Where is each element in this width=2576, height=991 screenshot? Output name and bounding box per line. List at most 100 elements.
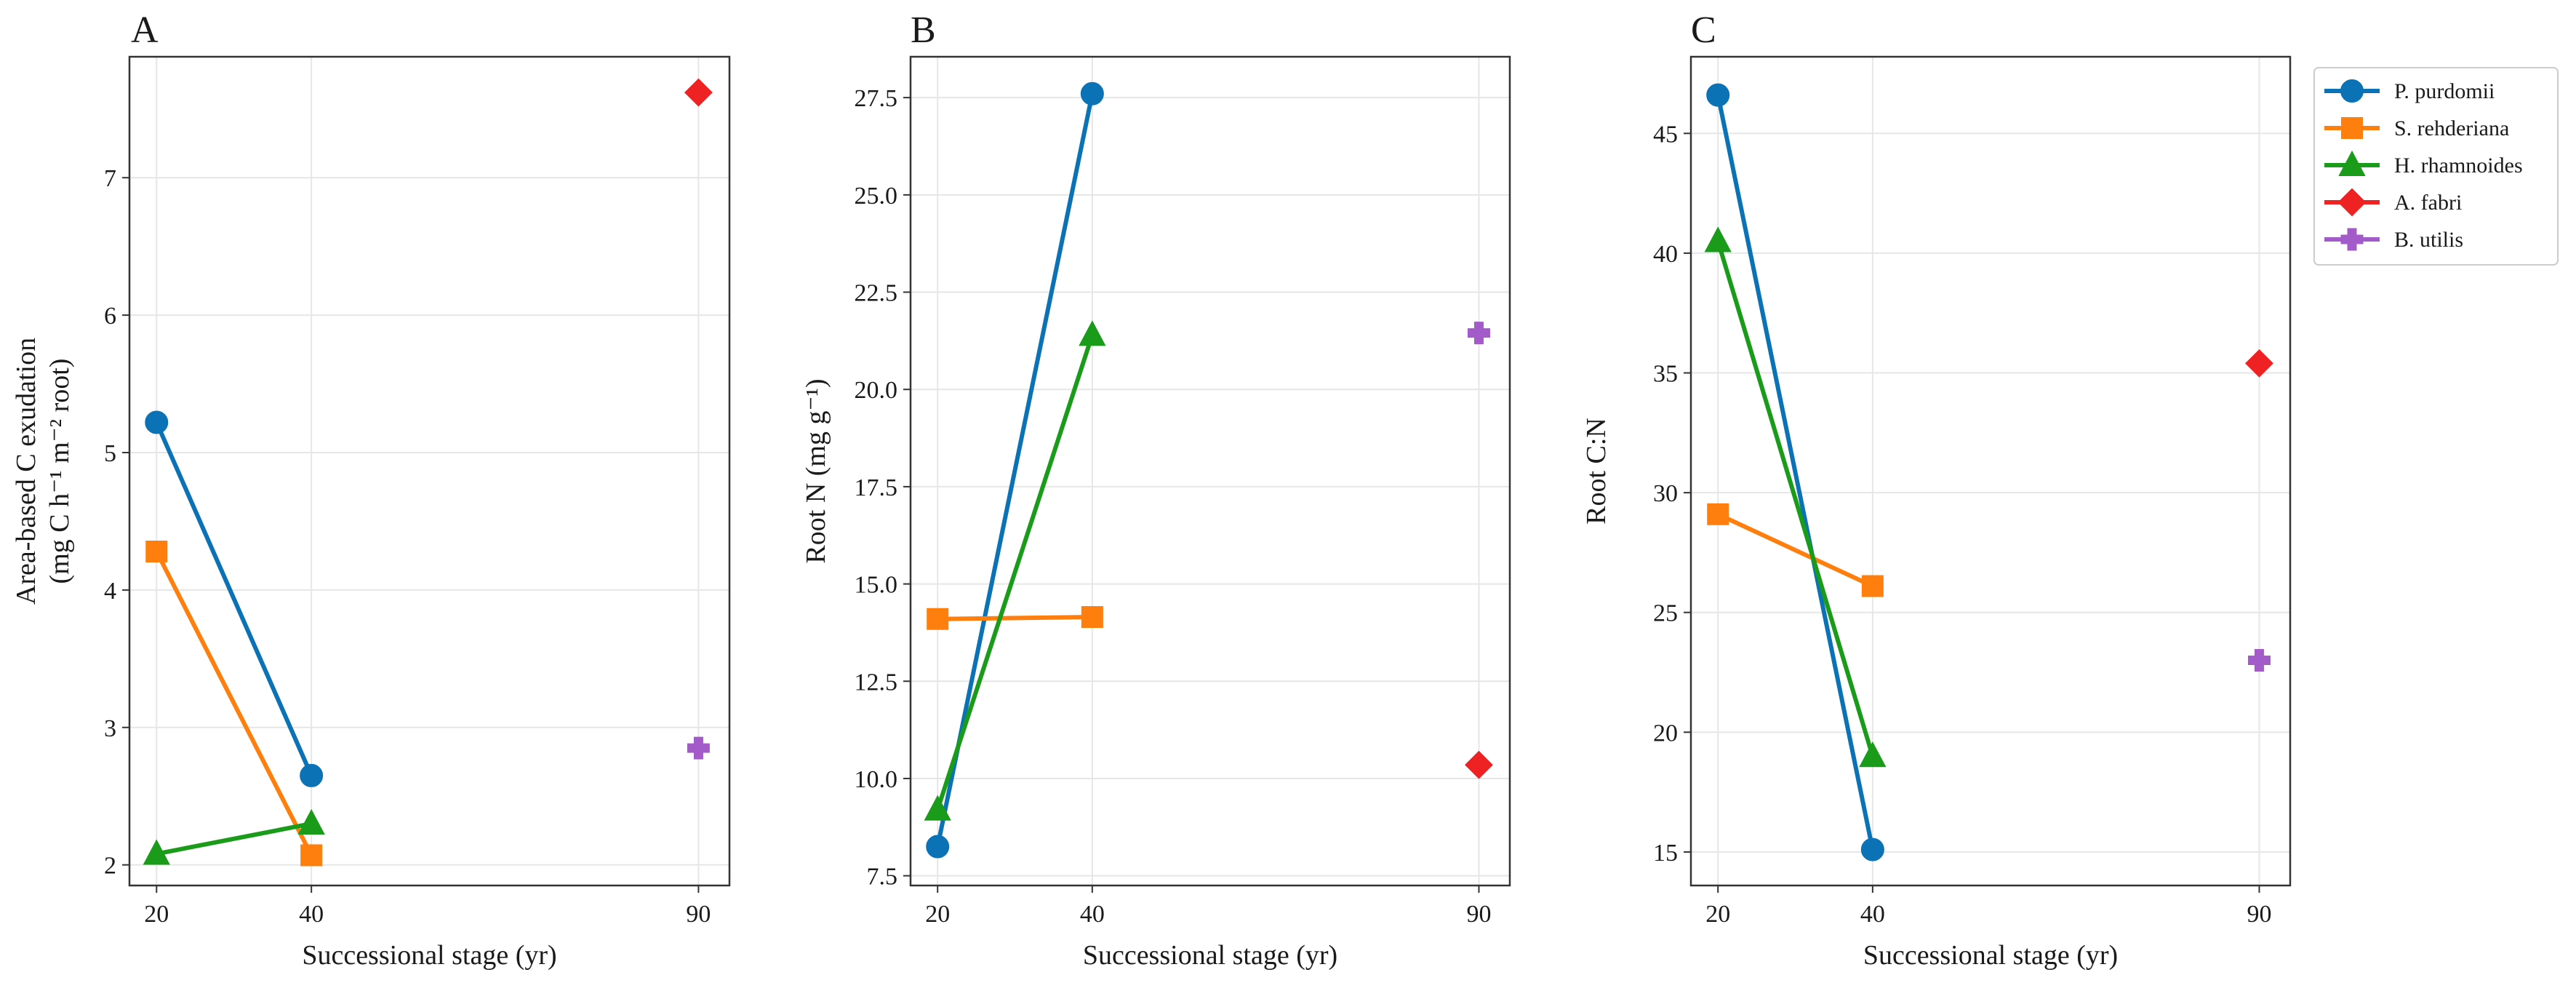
data-point [1704,226,1732,252]
y-tick-label: 5 [104,440,116,467]
legend-item-p-purdomii: P. purdomii [2324,79,2495,103]
x-axis-label: Successional stage (yr) [1863,940,2118,971]
x-tick-label: 40 [299,901,324,928]
data-point [1465,750,1493,779]
series-b-utilis [687,736,710,760]
y-tick-label: 20.0 [855,377,898,404]
y-tick-label: 12.5 [855,669,898,696]
legend-item-b-utilis: B. utilis [2324,228,2463,252]
series-b-utilis [2247,649,2271,672]
y-tick-label: 15.0 [855,572,898,599]
plot-frame [128,55,731,887]
legend: P. purdomii S. rehderiana H. rhamnoides A. … [2313,67,2559,266]
y-tick-label: 25.0 [855,183,898,210]
panel-b: 7.5 10.0 12.5 15.0 17.5 20.0 22.5 25.0 27.5 20 40 9… [801,9,1511,971]
data-point [300,763,324,787]
legend-item-s-rehderiana: S. rehderiana [2324,116,2509,140]
y-axis-label: Root N (mg g⁻¹) [801,378,831,563]
data-point [687,736,710,760]
series-line [154,550,313,856]
legend-swatch-marker [2341,117,2363,139]
series-line [935,93,1095,848]
data-point [2247,649,2271,672]
y-tick-label: 7 [104,165,116,192]
y-tick-label: 17.5 [855,474,898,501]
data-point [1860,837,1884,861]
x-tick-label: 90 [686,901,711,928]
panel-letter: C [1691,9,1716,51]
plot-frame [909,55,1511,887]
series-line [935,334,1095,811]
y-tick-label: 45 [1653,121,1678,148]
x-tick-label: 20 [1705,901,1730,928]
legend-swatch-marker [2340,79,2364,103]
y-tick-label: 2 [104,853,116,880]
y-axis-label: Root C:N [1581,418,1612,525]
data-point [2245,349,2273,378]
panel-letter: B [911,9,936,51]
legend-label: A. fabri [2394,191,2462,215]
data-point [1080,81,1104,106]
legend-swatch-marker [2337,188,2367,217]
y-tick-label: 10.0 [855,766,898,793]
data-point [1081,606,1103,629]
data-point [145,410,169,434]
y-tick-label: 27.5 [855,85,898,112]
series-line [937,615,1092,621]
data-point [924,795,951,821]
series-s-rehderiana [1707,503,1884,597]
data-point [684,78,713,107]
x-tick-label: 40 [1080,901,1105,928]
series-p-purdomii [1706,83,1884,861]
y-tick-label: 40 [1653,241,1678,268]
data-point [297,808,325,835]
legend-label: H. rhamnoides [2394,154,2523,178]
series-line [1716,240,1875,757]
data-point [1467,322,1490,345]
data-point [1859,741,1887,768]
data-point [926,835,950,859]
series-h-rhamnoides [1704,226,1887,768]
data-point [145,541,168,562]
panel-c: 15 20 25 30 35 40 45 20 40 90 Successional stage (… [1581,9,2292,971]
legend-frame [2313,67,2559,266]
x-axis-label: Successional stage (yr) [302,940,556,971]
y-axis-label: Area-based C exudation [11,338,41,605]
data-point [143,839,170,865]
series-line [1716,512,1874,589]
series-b-utilis [1467,322,1490,345]
series-a-fabri [2245,349,2273,378]
y-tick-label: 20 [1653,720,1678,747]
x-tick-label: 20 [144,901,169,928]
panel-a: 2 3 4 5 6 7 20 40 90 Successional stage (yr) Area-… [11,9,731,971]
x-tick-label: 90 [2247,901,2271,928]
data-point [1706,83,1730,107]
y-tick-label: 6 [104,303,116,330]
data-point [1707,503,1729,525]
series-a-fabri [684,78,713,107]
y-tick-label: 22.5 [855,280,898,307]
y-axis-label-unit: (mg C h⁻¹ m⁻² root) [44,359,75,584]
legend-item-a-fabri: A. fabri [2324,188,2462,217]
legend-swatch-marker [2340,228,2364,251]
legend-item-h-rhamnoides: H. rhamnoides [2324,150,2523,178]
series-s-rehderiana [927,606,1103,630]
y-tick-label: 35 [1653,361,1678,388]
legend-swatch-marker [2338,150,2366,176]
x-tick-label: 40 [1860,901,1885,928]
legend-label: P. purdomii [2394,79,2495,103]
plot-frame [1689,55,2292,887]
y-tick-label: 4 [104,578,116,605]
series-s-rehderiana [145,541,323,867]
x-tick-label: 20 [925,901,950,928]
series-line [154,421,313,777]
series-h-rhamnoides [924,320,1106,821]
y-tick-label: 3 [104,715,116,742]
panel-letter: A [131,9,159,51]
series-a-fabri [1465,750,1493,779]
legend-label: B. utilis [2394,228,2463,252]
x-axis-label: Successional stage (yr) [1083,940,1337,971]
legend-label: S. rehderiana [2394,116,2509,140]
